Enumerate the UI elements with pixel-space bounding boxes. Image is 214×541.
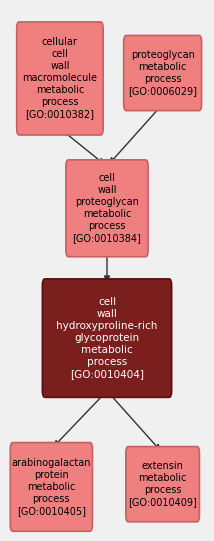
FancyBboxPatch shape <box>126 447 199 522</box>
Text: cell
wall
hydroxyproline-rich
glycoprotein
metabolic
process
[GO:0010404]: cell wall hydroxyproline-rich glycoprote… <box>56 297 158 379</box>
FancyBboxPatch shape <box>17 22 103 135</box>
FancyBboxPatch shape <box>124 36 202 111</box>
Text: cell
wall
proteoglycan
metabolic
process
[GO:0010384]: cell wall proteoglycan metabolic process… <box>73 173 141 243</box>
Text: arabinogalactan
protein
metabolic
process
[GO:0010405]: arabinogalactan protein metabolic proces… <box>12 458 91 516</box>
FancyBboxPatch shape <box>10 443 92 531</box>
FancyBboxPatch shape <box>66 160 148 257</box>
FancyBboxPatch shape <box>42 279 172 397</box>
Text: cellular
cell
wall
macromolecule
metabolic
process
[GO:0010382]: cellular cell wall macromolecule metabol… <box>22 37 97 120</box>
Text: extensin
metabolic
process
[GO:0010409]: extensin metabolic process [GO:0010409] <box>128 461 197 507</box>
Text: proteoglycan
metabolic
process
[GO:0006029]: proteoglycan metabolic process [GO:00060… <box>128 50 197 96</box>
